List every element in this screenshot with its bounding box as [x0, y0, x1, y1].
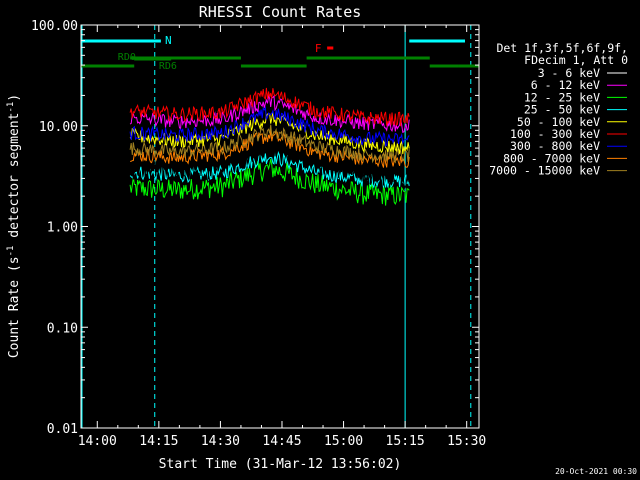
x-axis-label: Start Time (31-Mar-12 13:56:02) [159, 457, 402, 472]
series-line [129, 159, 410, 206]
x-tick-label: 15:00 [324, 434, 363, 449]
y-tick-label: 0.10 [47, 321, 78, 336]
x-tick-label: 15:30 [447, 434, 486, 449]
rd0-label: RD0 [118, 52, 136, 63]
x-tick-label: 14:00 [78, 434, 117, 449]
n-label: N [165, 34, 172, 47]
legend-entry-label: 7000 - 15000 keV [489, 164, 600, 178]
footer-date: 20-Oct-2021 00:30 [555, 467, 637, 476]
x-tick-label: 15:15 [386, 434, 425, 449]
chart-title: RHESSI Count Rates [199, 3, 362, 21]
legend-header-line-1: Det 1f,3f,5f,6f,9f, [496, 41, 628, 55]
x-tick-label: 14:30 [201, 434, 240, 449]
y-axis-label: Count Rate (s-1 detector segment-1) [6, 94, 22, 358]
legend-entry-label: 6 - 12 keV [531, 78, 600, 92]
legend-entry-label: 25 - 50 keV [524, 103, 600, 117]
legend-header-line-2: FDecim 1, Att 0 [524, 53, 628, 67]
legend-entry-label: 3 - 6 keV [538, 66, 600, 80]
series-line [129, 87, 410, 127]
series-layer [129, 87, 410, 206]
annotation-layer: N RD0 RD6 F [81, 25, 479, 428]
y-tick-label: 100.00 [31, 19, 78, 34]
x-tick-label: 14:45 [262, 434, 301, 449]
y-tick-label: 0.01 [47, 422, 78, 437]
axis-layer: 14:00 14:15 14:30 14:45 15:00 15:15 15:30 0.01 0… [31, 19, 486, 449]
rd6-label: RD6 [159, 61, 177, 72]
legend-entry-label: 50 - 100 keV [517, 115, 600, 129]
series-line [129, 132, 410, 190]
series-line [129, 124, 410, 164]
legend-entry-label: 100 - 300 keV [510, 127, 600, 141]
y-tick-label: 1.00 [47, 221, 78, 236]
series-line [129, 105, 410, 148]
x-tick-label: 14:15 [139, 434, 178, 449]
legend-entry-label: 300 - 800 keV [510, 139, 600, 153]
legend-entry-label: 800 - 7000 keV [503, 151, 600, 165]
legend: Det 1f,3f,5f,6f,9f, FDecim 1, Att 0 3 - … [489, 41, 628, 178]
y-tick-label: 10.00 [39, 120, 78, 135]
f-label: F [315, 42, 322, 55]
legend-entry-label: 12 - 25 keV [524, 90, 600, 104]
series-line [130, 129, 410, 168]
